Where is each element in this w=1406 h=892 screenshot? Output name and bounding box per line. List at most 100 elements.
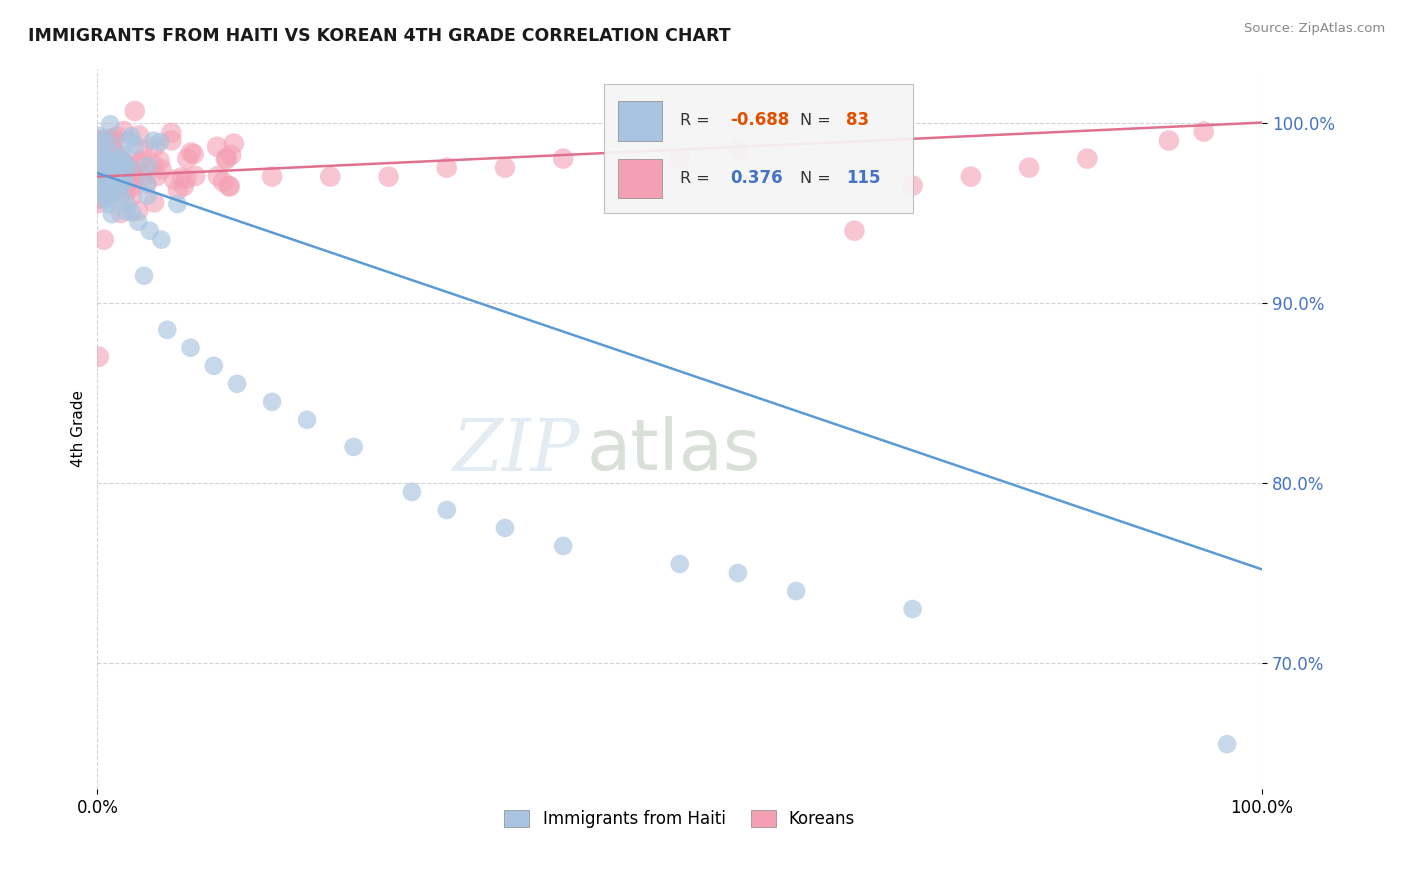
Point xyxy=(103,146,125,161)
Point xyxy=(149,135,172,149)
Point xyxy=(89,176,111,190)
Text: Source: ZipAtlas.com: Source: ZipAtlas.com xyxy=(1244,22,1385,36)
Point xyxy=(94,162,117,177)
Point xyxy=(96,170,118,185)
Point xyxy=(108,156,131,170)
Point xyxy=(139,224,162,238)
Point xyxy=(901,178,924,193)
Point xyxy=(100,186,122,200)
Point xyxy=(1076,152,1098,166)
Point xyxy=(114,158,136,172)
Point xyxy=(150,233,173,247)
Point xyxy=(86,196,108,211)
Point xyxy=(90,181,112,195)
Text: ZIP: ZIP xyxy=(453,415,581,486)
Point xyxy=(89,158,111,172)
Point xyxy=(118,161,141,175)
Point xyxy=(219,148,242,162)
Bar xyxy=(619,101,662,141)
Point xyxy=(110,168,132,182)
Point xyxy=(132,268,155,283)
Point xyxy=(110,154,132,169)
Point xyxy=(111,160,134,174)
Point xyxy=(87,186,110,200)
Point xyxy=(436,503,458,517)
Point xyxy=(183,147,205,161)
Point xyxy=(901,602,924,616)
Point xyxy=(97,163,120,178)
Point xyxy=(129,155,152,169)
Point xyxy=(104,154,127,169)
Point xyxy=(101,207,124,221)
Point xyxy=(160,126,183,140)
Point xyxy=(295,413,318,427)
Point xyxy=(136,159,159,173)
Point xyxy=(727,566,749,580)
Point xyxy=(120,180,142,194)
Point xyxy=(98,166,121,180)
Point xyxy=(110,152,132,166)
Point xyxy=(87,170,110,185)
Point xyxy=(91,151,114,165)
Text: 0.376: 0.376 xyxy=(730,169,782,187)
Point xyxy=(89,150,111,164)
Point xyxy=(1018,161,1040,175)
Point xyxy=(100,134,122,148)
Point xyxy=(156,323,179,337)
Point xyxy=(96,168,118,182)
Point xyxy=(170,170,193,185)
Point xyxy=(207,169,229,183)
Point xyxy=(167,183,190,197)
Point xyxy=(143,139,166,153)
Point xyxy=(96,174,118,188)
Point xyxy=(124,103,146,118)
Point xyxy=(136,188,159,202)
Point xyxy=(112,170,135,185)
Point xyxy=(87,164,110,178)
Point xyxy=(101,178,124,193)
Point xyxy=(98,192,121,206)
Point xyxy=(91,172,114,186)
Text: N =: N = xyxy=(800,113,831,128)
Text: 115: 115 xyxy=(846,169,880,187)
Point xyxy=(98,169,121,183)
Point xyxy=(97,135,120,149)
Point xyxy=(844,224,866,238)
Point xyxy=(121,129,143,144)
Point xyxy=(87,191,110,205)
Point xyxy=(115,196,138,211)
Point xyxy=(87,350,110,364)
Point xyxy=(110,151,132,165)
Point xyxy=(553,152,575,166)
Point xyxy=(218,179,240,194)
Point xyxy=(120,163,142,178)
Point xyxy=(105,156,128,170)
Point xyxy=(107,167,129,181)
Point xyxy=(94,158,117,172)
Point xyxy=(98,182,121,196)
Point xyxy=(105,129,128,144)
Point xyxy=(90,153,112,168)
Point xyxy=(143,195,166,210)
FancyBboxPatch shape xyxy=(605,85,912,212)
Point xyxy=(668,152,690,166)
Text: atlas: atlas xyxy=(586,416,761,485)
Point xyxy=(87,153,110,167)
Point xyxy=(128,128,150,143)
Point xyxy=(96,167,118,181)
Point xyxy=(103,153,125,167)
Point xyxy=(149,153,172,168)
Point xyxy=(205,140,228,154)
Point xyxy=(218,179,240,194)
Point xyxy=(142,158,165,172)
Point xyxy=(89,155,111,169)
Point xyxy=(93,146,115,161)
Point xyxy=(112,176,135,190)
Point xyxy=(131,143,153,157)
Point xyxy=(110,187,132,202)
Point xyxy=(91,134,114,148)
Point xyxy=(136,176,159,190)
Point xyxy=(107,155,129,169)
Point xyxy=(103,170,125,185)
Point xyxy=(96,172,118,186)
